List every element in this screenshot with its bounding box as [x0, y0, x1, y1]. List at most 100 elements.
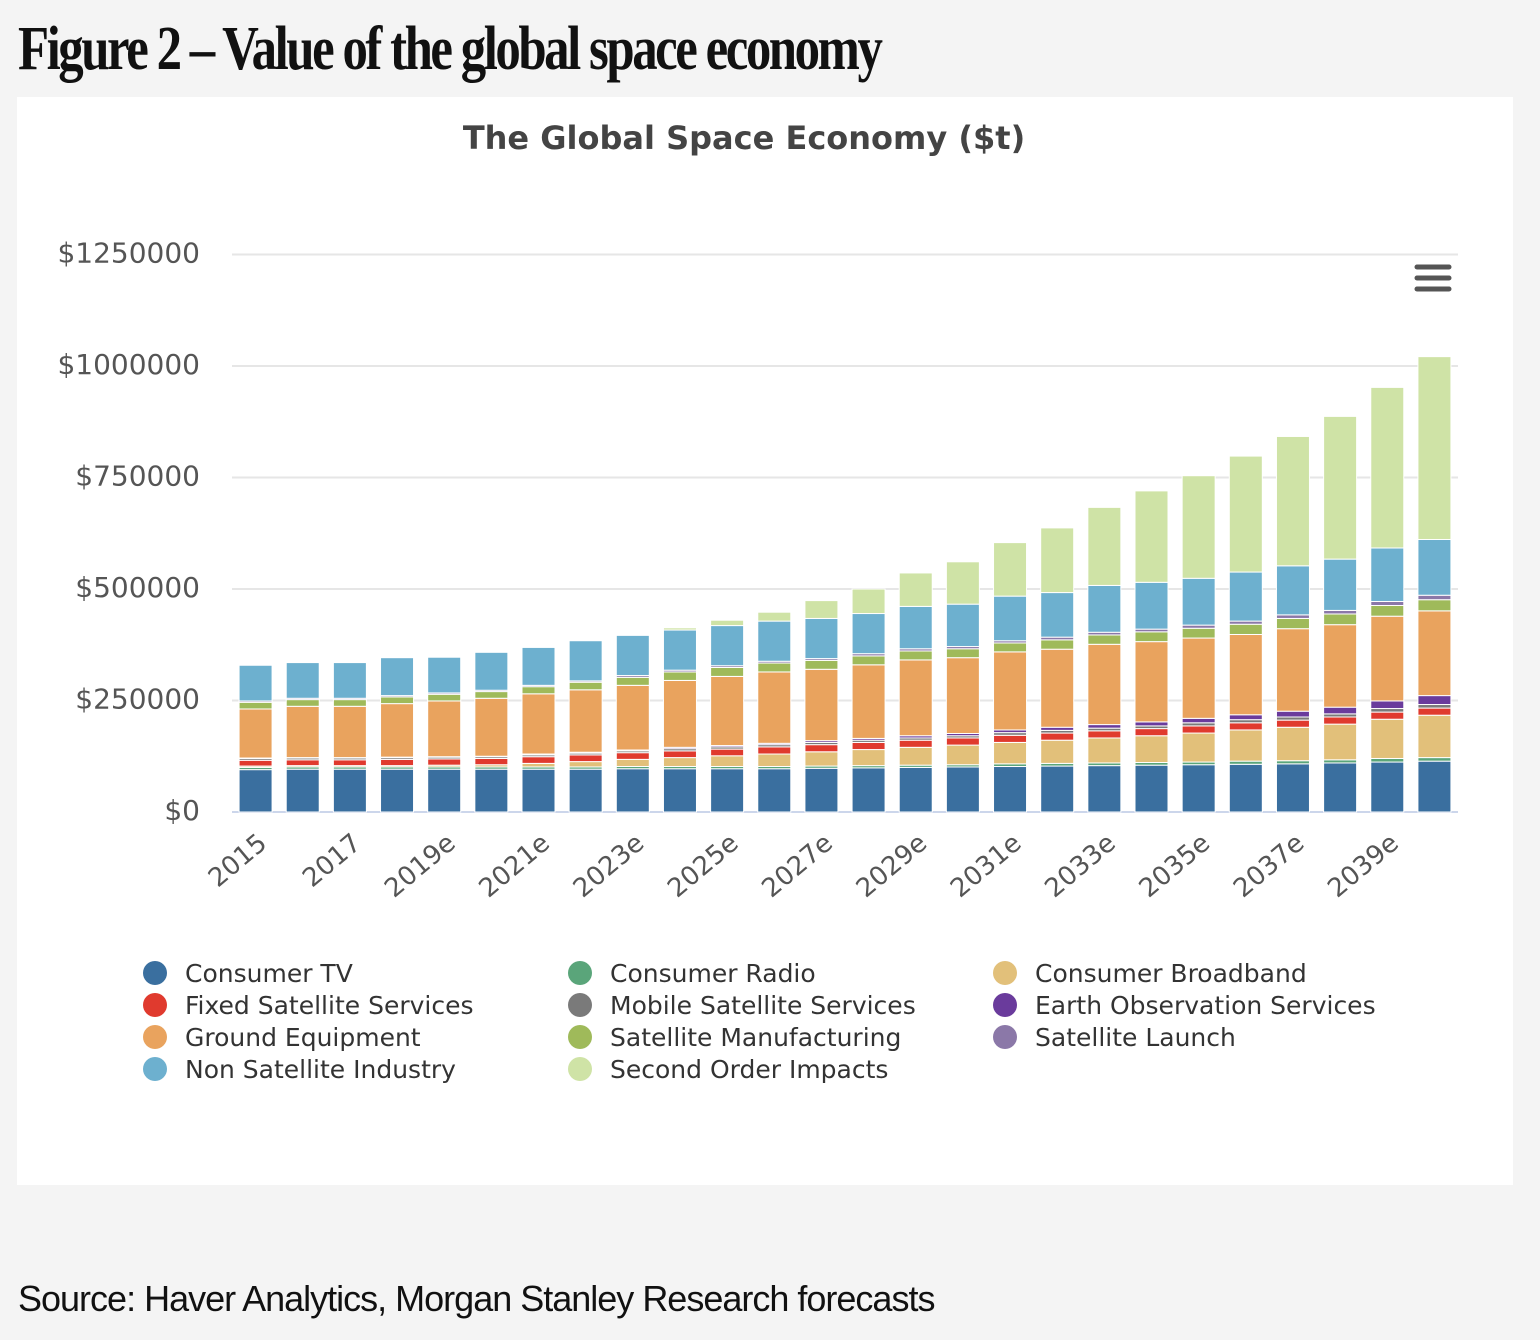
- bar-segment: [1181, 577, 1216, 626]
- bar-segment: [568, 754, 603, 763]
- bar-segment: [1417, 538, 1452, 596]
- bar-segment: [1087, 634, 1122, 645]
- bar-segment: [615, 768, 650, 813]
- bar-segment: [568, 640, 603, 682]
- bar-segment: [662, 679, 697, 748]
- bar-segment: [1228, 714, 1263, 721]
- legend-swatch: [143, 993, 167, 1017]
- bar-segment: [1275, 435, 1310, 567]
- bar-segment: [1417, 714, 1452, 759]
- bar-segment: [568, 761, 603, 768]
- bar-segment: [615, 684, 650, 751]
- legend-swatch: [568, 993, 592, 1017]
- bar-segment: [285, 759, 320, 767]
- bar-segment: [1228, 633, 1263, 716]
- bar-segment: [1323, 706, 1358, 715]
- bar-segment: [851, 767, 886, 813]
- bar-segment: [1370, 711, 1405, 720]
- bar-segment: [804, 744, 839, 753]
- bar-segment: [993, 542, 1028, 597]
- bar-segment: [757, 662, 792, 673]
- bar-segment: [1181, 717, 1216, 724]
- bar-segment: [238, 759, 273, 767]
- bar-segment: [238, 769, 273, 813]
- bar-segment: [1134, 728, 1169, 737]
- bar-segment: [380, 657, 415, 697]
- bar-segment: [1323, 415, 1358, 560]
- bar-segment: [804, 600, 839, 619]
- bar-segment: [521, 686, 556, 695]
- bar-segment: [1370, 547, 1405, 602]
- bar-segment: [804, 668, 839, 742]
- bar-segment: [1370, 386, 1405, 549]
- bar-segment: [285, 768, 320, 813]
- bar-segment: [332, 662, 367, 699]
- y-tick-label: $0: [164, 794, 200, 827]
- bar-segment: [804, 767, 839, 813]
- bar-segment: [1228, 763, 1263, 813]
- bar-segment: [1370, 708, 1405, 713]
- bar-segment: [1087, 730, 1122, 739]
- legend-swatch: [993, 993, 1017, 1017]
- bar-segment: [1134, 721, 1169, 727]
- bar-segment: [898, 572, 933, 607]
- bar-segment: [662, 768, 697, 813]
- bar-segment: [615, 758, 650, 768]
- bar-segment: [993, 595, 1028, 642]
- bar-segment: [380, 703, 415, 758]
- source-note: Source: Haver Analytics, Morgan Stanley …: [18, 1278, 935, 1319]
- legend-swatch: [993, 961, 1017, 985]
- bar-segment: [662, 750, 697, 759]
- bar-segment: [1228, 571, 1263, 622]
- bar-segment: [710, 768, 745, 813]
- bar-segment: [898, 739, 933, 748]
- bar-segment: [851, 588, 886, 615]
- bar-segment: [1181, 732, 1216, 763]
- bar-segment: [332, 699, 367, 707]
- bar-segment: [474, 651, 509, 691]
- bar-segment: [898, 605, 933, 650]
- bar-segment: [521, 693, 556, 755]
- legend-label: Consumer Radio: [610, 959, 816, 988]
- bar-segment: [1275, 617, 1310, 630]
- bar-segment: [1134, 581, 1169, 630]
- bar-segment: [662, 757, 697, 768]
- bar-segment: [1323, 723, 1358, 761]
- chart-title: The Global Space Economy ($t): [463, 119, 1025, 157]
- bar-segment: [804, 751, 839, 767]
- bar-segment: [993, 651, 1028, 731]
- bar-segment: [1087, 737, 1122, 764]
- bar-segment: [851, 664, 886, 739]
- bar-segment: [1417, 610, 1452, 697]
- bar-segment: [1181, 764, 1216, 813]
- bar-segment: [804, 617, 839, 660]
- y-tick-label: $750000: [75, 460, 200, 493]
- legend-label: Ground Equipment: [185, 1023, 421, 1052]
- bar-segment: [1040, 739, 1075, 764]
- bar-segment: [1134, 631, 1169, 643]
- bar-segment: [710, 748, 745, 757]
- bar-segment: [1370, 600, 1405, 607]
- bar-segment: [1417, 356, 1452, 540]
- bar-segment: [427, 700, 462, 758]
- bar-segment: [1228, 729, 1263, 762]
- bar-segment: [1323, 624, 1358, 708]
- bar-segment: [1370, 757, 1405, 763]
- menu-icon[interactable]: [1414, 264, 1452, 292]
- bar-segment: [945, 603, 980, 648]
- bar-segment: [1087, 724, 1122, 729]
- y-tick-label: $1250000: [57, 237, 200, 270]
- bar-segment: [1323, 762, 1358, 813]
- legend-label: Second Order Impacts: [610, 1055, 888, 1084]
- bar-segment: [521, 646, 556, 686]
- bar-segment: [945, 648, 980, 659]
- legend-label: Consumer TV: [185, 959, 353, 988]
- bar-segment: [1275, 614, 1310, 619]
- bar-segment: [1275, 719, 1310, 728]
- bar-segment: [1228, 722, 1263, 731]
- bar-segment: [851, 613, 886, 655]
- bar-segment: [427, 758, 462, 766]
- bar-segment: [474, 768, 509, 813]
- bar-segment: [993, 734, 1028, 743]
